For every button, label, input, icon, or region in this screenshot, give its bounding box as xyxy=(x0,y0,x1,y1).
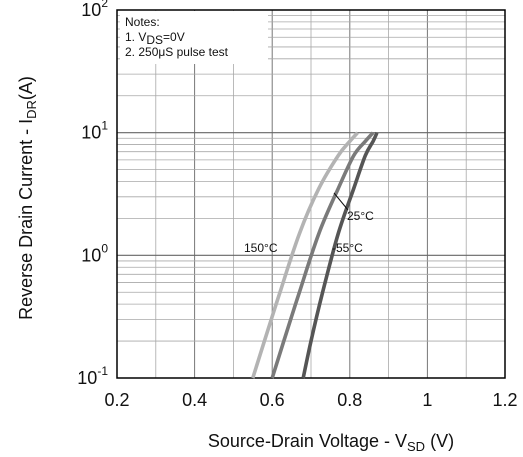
notes-line-1-suffix: =0V xyxy=(163,30,185,44)
x-tick-label: 1 xyxy=(422,390,432,410)
y-axis-label-sub: DR xyxy=(24,100,39,119)
y-axis-label-prefix: Reverse Drain Current - I xyxy=(16,119,36,320)
series-line-0 xyxy=(251,131,359,379)
label-leader-line xyxy=(333,192,349,211)
y-tick-label: 100 xyxy=(81,241,108,265)
notes-box: Notes: 1. VDS=0V 2. 250μS pulse test xyxy=(120,11,268,64)
x-axis-label-suffix: (V) xyxy=(425,431,454,451)
x-tick-label: 0.8 xyxy=(337,390,362,410)
x-tick-label: 0.2 xyxy=(104,390,129,410)
notes-background xyxy=(120,11,268,64)
x-axis-label-sub: SD xyxy=(407,439,425,454)
series-label-150c: 150°C xyxy=(244,241,278,255)
x-tick-label: 0.4 xyxy=(182,390,207,410)
y-axis-label-suffix: (A) xyxy=(16,76,36,100)
y-tick-label: 102 xyxy=(81,0,108,20)
series-line-2 xyxy=(301,131,379,379)
y-axis-label: Reverse Drain Current - IDR(A) xyxy=(16,76,39,320)
y-tick-label: 101 xyxy=(81,119,108,143)
plot-frame xyxy=(116,9,506,379)
notes-line-1-prefix: 1. V xyxy=(125,30,146,44)
notes-line-1-sub: DS xyxy=(146,33,163,47)
series-label-25c: 25°C xyxy=(347,209,374,223)
x-tick-label: 1.2 xyxy=(492,390,517,410)
series-label-minus55c: -55°C xyxy=(332,241,363,255)
notes-title: Notes: xyxy=(125,15,160,29)
y-tick-label: 10-1 xyxy=(77,364,108,388)
x-axis-label-prefix: Source-Drain Voltage - V xyxy=(208,431,407,451)
x-tick-label: 0.6 xyxy=(260,390,285,410)
series-line-1 xyxy=(270,131,375,379)
notes-line-2: 2. 250μS pulse test xyxy=(125,45,229,59)
notes-line-1: 1. VDS=0V xyxy=(125,30,185,47)
x-axis-label: Source-Drain Voltage - VSD (V) xyxy=(208,431,454,454)
